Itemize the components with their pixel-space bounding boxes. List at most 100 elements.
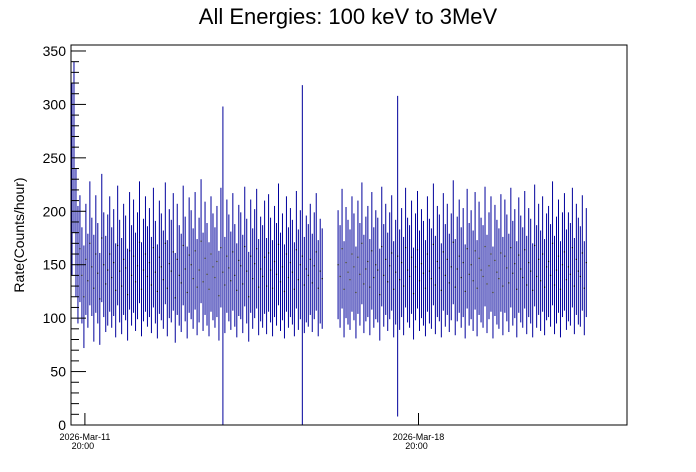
data-point xyxy=(498,277,500,280)
data-point xyxy=(99,298,101,300)
data-point xyxy=(293,288,295,290)
data-point xyxy=(134,281,137,283)
data-point xyxy=(530,270,532,272)
data-point xyxy=(426,253,429,255)
data-point xyxy=(476,287,478,289)
data-point xyxy=(383,274,385,276)
data-point xyxy=(289,261,292,264)
data-point xyxy=(583,287,585,289)
data-point xyxy=(281,266,284,268)
data-point xyxy=(488,265,490,267)
data-point xyxy=(381,245,383,248)
data-point xyxy=(303,284,305,286)
data-point xyxy=(412,292,415,295)
data-point xyxy=(347,271,349,273)
data-point xyxy=(291,271,294,273)
data-point xyxy=(176,258,178,260)
data-point xyxy=(182,244,184,247)
data-point xyxy=(164,242,166,244)
data-point xyxy=(563,251,566,253)
data-point xyxy=(297,279,299,281)
data-point xyxy=(494,259,496,262)
data-point xyxy=(543,286,546,288)
data-point xyxy=(85,258,87,260)
data-point xyxy=(450,266,452,268)
data-point xyxy=(254,263,256,265)
data-point xyxy=(234,274,236,276)
data-point xyxy=(403,285,405,287)
data-point xyxy=(432,243,434,246)
data-point xyxy=(555,269,558,271)
data-point xyxy=(500,252,502,254)
data-point xyxy=(454,286,456,288)
data-point xyxy=(252,277,254,280)
data-point xyxy=(107,269,109,271)
data-point xyxy=(226,255,228,257)
data-point xyxy=(534,244,536,247)
data-point xyxy=(264,256,266,258)
data-point xyxy=(154,271,156,273)
data-point xyxy=(434,284,436,286)
data-point xyxy=(204,257,206,259)
data-point xyxy=(186,291,188,294)
data-point xyxy=(557,255,560,257)
data-point xyxy=(492,291,494,294)
data-point xyxy=(115,289,117,291)
data-point xyxy=(472,280,474,282)
data-layer xyxy=(71,61,587,425)
data-point xyxy=(365,268,367,270)
y-tick-label: 100 xyxy=(43,310,67,326)
x-tick-label-time: 20:00 xyxy=(72,441,95,451)
data-point xyxy=(220,247,222,249)
data-point xyxy=(545,266,548,268)
data-point xyxy=(95,253,97,255)
data-point xyxy=(83,296,85,298)
data-point xyxy=(428,270,431,272)
data-point xyxy=(573,285,575,287)
data-point xyxy=(549,274,552,276)
data-point xyxy=(401,261,403,264)
data-point xyxy=(569,273,572,275)
data-point xyxy=(212,266,214,268)
data-point xyxy=(575,258,577,260)
data-point xyxy=(542,253,544,255)
data-point xyxy=(152,247,155,249)
data-point xyxy=(260,268,262,270)
data-point xyxy=(150,284,153,286)
data-point xyxy=(248,296,250,298)
data-point xyxy=(547,260,550,263)
data-point xyxy=(256,248,258,250)
data-point xyxy=(585,261,587,264)
data-point xyxy=(166,287,168,289)
data-point xyxy=(126,294,129,296)
data-point xyxy=(309,258,311,260)
data-point xyxy=(89,242,91,244)
data-point xyxy=(188,254,190,256)
data-point xyxy=(379,294,381,296)
data-point xyxy=(144,253,147,255)
data-point xyxy=(496,271,498,273)
data-point xyxy=(369,286,371,288)
chart-title: All Energies: 100 keV to 3MeV xyxy=(198,4,498,29)
data-point xyxy=(536,275,538,278)
data-point xyxy=(458,255,460,257)
data-point xyxy=(244,245,246,248)
data-point xyxy=(367,260,369,263)
data-point xyxy=(224,284,226,286)
data-point xyxy=(246,270,248,272)
data-point xyxy=(377,269,379,271)
data-point xyxy=(373,276,375,279)
data-point xyxy=(172,251,174,253)
data-point xyxy=(385,258,387,260)
data-point xyxy=(178,274,180,276)
data-point xyxy=(299,264,301,266)
data-point xyxy=(128,250,131,252)
data-point xyxy=(351,253,353,255)
data-point xyxy=(168,263,170,265)
data-point xyxy=(397,255,399,257)
data-point xyxy=(311,282,313,284)
data-point xyxy=(208,288,210,290)
data-point xyxy=(456,268,458,270)
y-axis: 0 50 100 150 200 250 300 350 xyxy=(43,43,86,433)
data-point xyxy=(91,266,93,268)
